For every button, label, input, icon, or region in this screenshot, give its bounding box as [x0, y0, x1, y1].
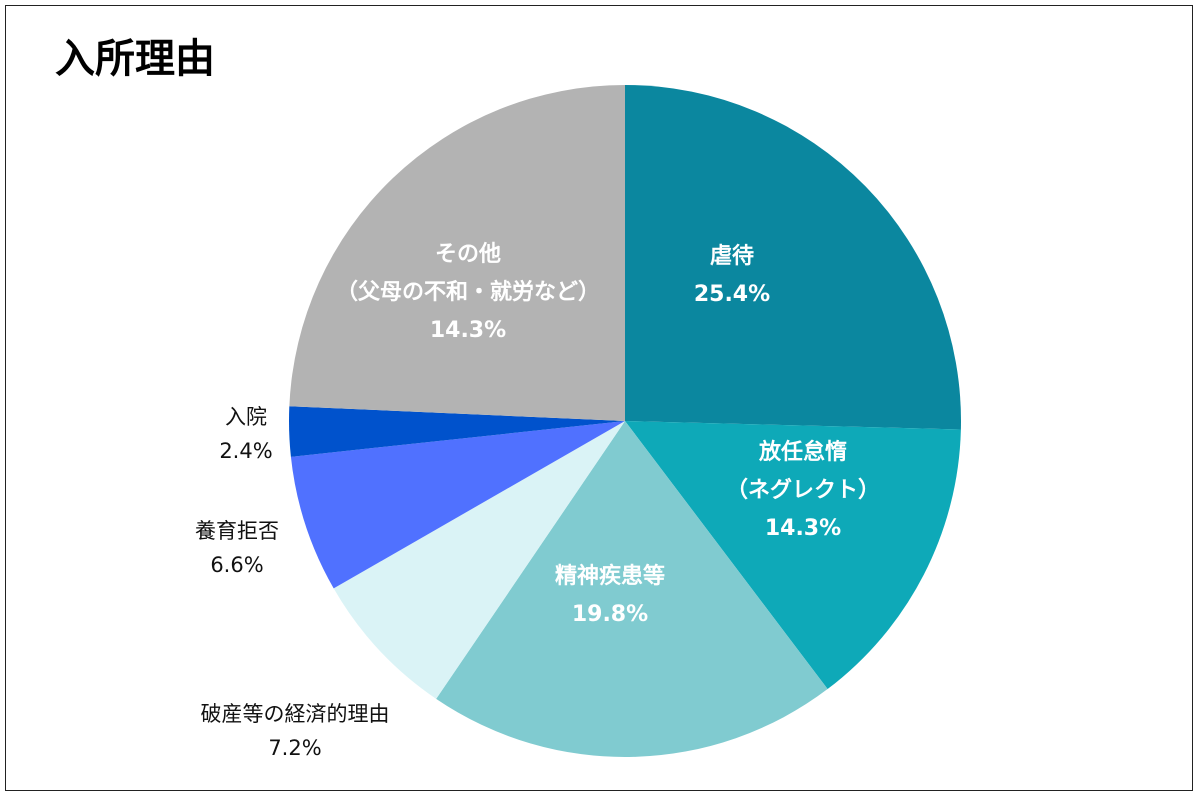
slice-sublabel: （ネグレクト） — [725, 478, 881, 503]
chart-title: 入所理由 — [55, 36, 215, 82]
slice-name: 虐待 — [709, 244, 755, 269]
slice-name: 破産等の経済的理由 — [200, 702, 390, 726]
pie-slice — [625, 85, 961, 430]
slice-value: 19.8% — [571, 602, 649, 627]
pie-slice — [625, 421, 961, 690]
slice-label-other: その他 （父母の不和・就労など） 14.3% — [336, 236, 600, 350]
chart-frame — [5, 5, 1193, 791]
pie-slice — [289, 406, 625, 457]
pie-slice — [436, 421, 828, 758]
slice-label-economic: 破産等の経済的理由 7.2% — [201, 697, 390, 765]
pie-slice — [333, 421, 625, 699]
slice-value: 7.2% — [268, 736, 322, 760]
slice-label-hospital: 入院 2.4% — [219, 400, 272, 468]
slice-value: 25.4% — [693, 282, 771, 307]
slice-value: 14.3% — [429, 318, 507, 343]
slice-value: 14.3% — [764, 516, 842, 541]
pie-slice — [290, 421, 625, 589]
slice-name: 入院 — [224, 405, 267, 429]
slice-name: 放任怠惰 — [758, 440, 848, 465]
slice-name: 精神疾患等 — [554, 564, 666, 589]
slice-value: 6.6% — [210, 553, 264, 577]
pie-slice — [289, 85, 625, 421]
slice-label-abuse: 虐待 25.4% — [694, 238, 770, 314]
slice-label-neglect: 放任怠惰 （ネグレクト） 14.3% — [726, 434, 880, 548]
slice-name: その他 — [434, 242, 502, 267]
slice-label-mental: 精神疾患等 19.8% — [555, 558, 665, 634]
slice-name: 養育拒否 — [195, 519, 279, 543]
slice-value: 2.4% — [219, 439, 273, 463]
slice-label-refusal: 養育拒否 6.6% — [195, 514, 279, 582]
slice-sublabel: （父母の不和・就労など） — [335, 280, 601, 305]
